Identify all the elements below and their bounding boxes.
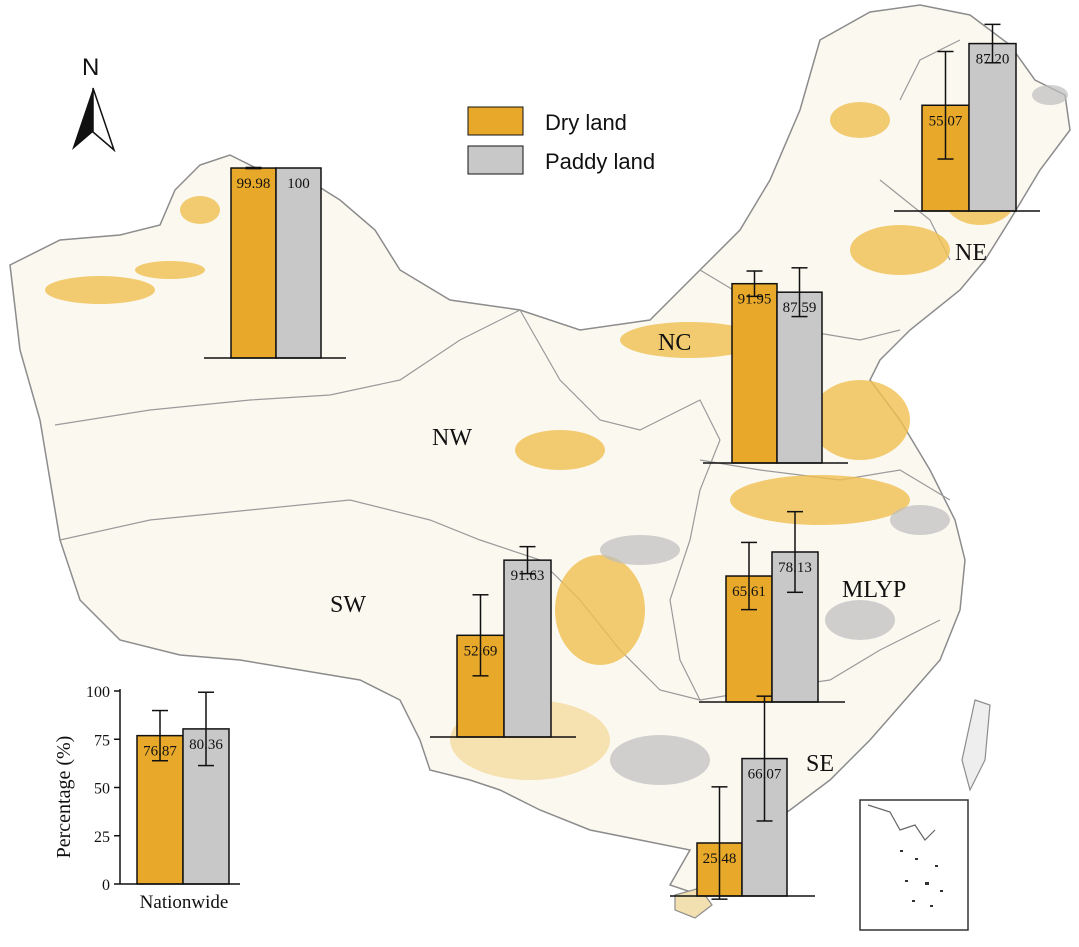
north-arrow: N [72, 54, 116, 153]
error-bar-ne-dry [937, 50, 954, 160]
error-bar-mlyp-paddy [787, 510, 803, 594]
region-labels: NE NC NW SW MLYP SE [330, 240, 987, 777]
region-label-mlyp: MLYP [842, 577, 906, 603]
value-label-ne-dry: 55.07 [929, 113, 963, 129]
region-label-sw: SW [330, 592, 366, 618]
region-label-nc: NC [658, 330, 691, 356]
error-bar-nationwide-dry [152, 709, 168, 762]
value-label-nc-dry: 91.95 [738, 292, 772, 308]
taiwan-island [961, 699, 991, 792]
nationwide-x-label: Nationwide [140, 892, 229, 913]
chart-nationwide: 76.87 80.36 [120, 691, 240, 885]
error-bar-nc-paddy [791, 267, 808, 318]
y-tick-label: 50 [94, 781, 110, 798]
bar-mlyp-dry [725, 575, 773, 703]
error-bar-se-dry [711, 786, 728, 900]
region-label-nw: NW [432, 425, 472, 451]
legend-swatch-dry [467, 106, 524, 136]
paddy-land-patches [600, 85, 1068, 785]
value-label-sw-dry: 52.69 [464, 643, 498, 659]
chart-ne: 55.07 87.20 [894, 23, 1040, 212]
bar-ne-paddy [968, 42, 1017, 212]
value-label-nw-dry: 99.98 [237, 176, 271, 192]
bar-nw-paddy [275, 167, 322, 359]
chart-sw: 52.69 91.63 [430, 545, 576, 738]
value-label-nationwide-paddy: 80.36 [189, 737, 223, 753]
legend-label-paddy: Paddy land [545, 149, 655, 174]
region-label-se: SE [806, 751, 834, 777]
error-bar-ne-paddy [984, 23, 1001, 64]
dry-land-patches [45, 102, 1015, 780]
chart-nw: 99.98 100 [204, 166, 346, 359]
legend: Dry land Paddy land [467, 106, 655, 175]
error-bar-nationwide-paddy [198, 691, 214, 767]
value-label-sw-paddy: 91.63 [511, 568, 545, 584]
y-tick-label: 25 [94, 829, 110, 846]
y-tick-label: 0 [102, 877, 110, 894]
nationwide-y-axis: 0 25 50 75 100 [86, 684, 121, 894]
error-bar-nc-dry [746, 270, 763, 298]
error-bar-sw-dry [472, 594, 489, 677]
value-label-nw-paddy: 100 [287, 176, 310, 192]
value-label-se-paddy: 66.07 [748, 767, 782, 783]
value-label-mlyp-dry: 65.61 [732, 584, 766, 600]
bar-nw-dry [230, 167, 277, 359]
value-label-se-dry: 25.48 [703, 851, 737, 867]
chart-nc: 91.95 87.59 [703, 267, 848, 464]
legend-swatch-paddy [467, 145, 524, 175]
y-tick-label: 100 [86, 684, 110, 701]
value-label-nationwide-dry: 76.87 [143, 744, 177, 760]
value-label-mlyp-paddy: 78.13 [778, 560, 812, 576]
value-label-nc-paddy: 87.59 [783, 300, 817, 316]
chart-mlyp: 65.61 78.13 [699, 510, 845, 703]
error-bar-se-paddy [756, 695, 773, 822]
bar-nc-dry [731, 282, 778, 464]
north-label: N [82, 54, 99, 81]
error-bar-sw-paddy [519, 545, 536, 575]
legend-label-dry: Dry land [545, 110, 627, 135]
bar-nc-paddy [776, 291, 823, 464]
value-label-ne-paddy: 87.20 [976, 52, 1010, 68]
bar-sw-paddy [503, 559, 552, 738]
chart-se: 25.48 66.07 [670, 695, 815, 900]
y-tick-label: 75 [94, 732, 110, 749]
south-china-sea-inset [859, 799, 969, 931]
nationwide-y-title: Percentage (%) [53, 736, 75, 859]
error-bar-mlyp-dry [741, 541, 757, 611]
bar-charts: 99.98 100 55.07 87.20 91.95 87.59 52.69 91.63 65… [120, 23, 1040, 900]
region-label-ne: NE [955, 240, 987, 266]
